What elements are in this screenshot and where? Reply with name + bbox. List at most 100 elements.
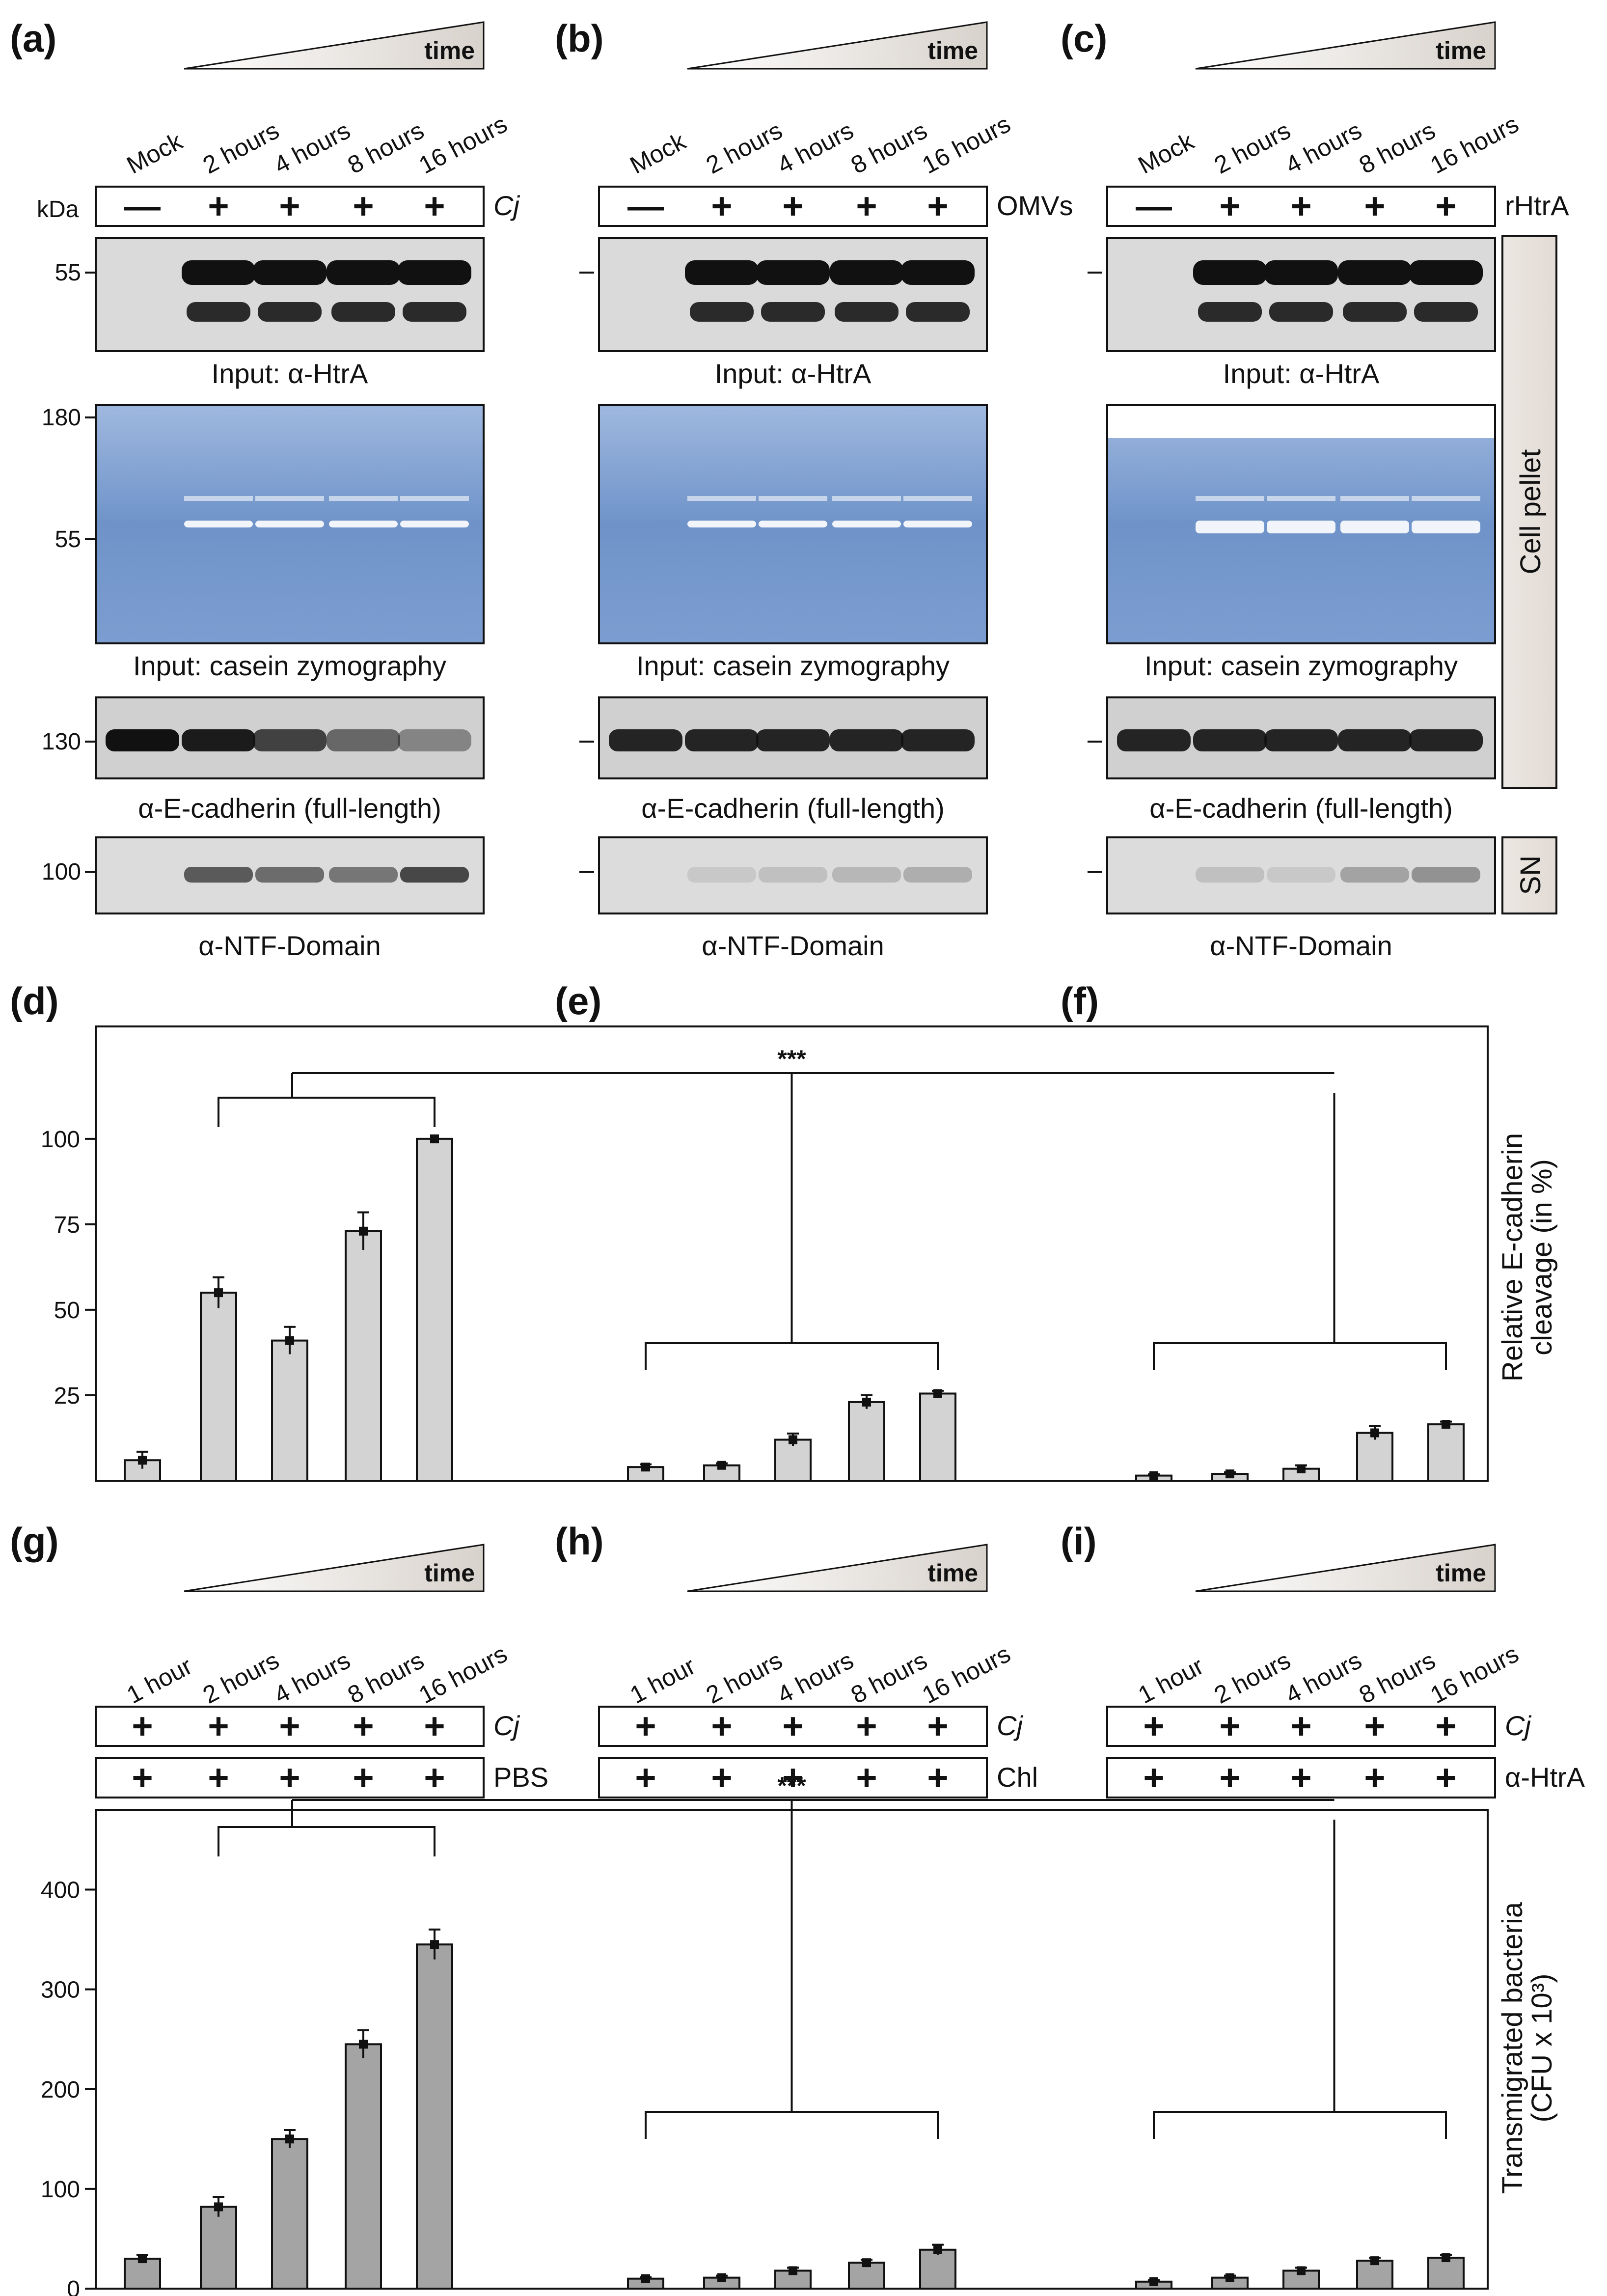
cj-row-i-box [1106, 1706, 1496, 1747]
panel-label-i: (i) [1061, 1520, 1097, 1563]
treatment-row-h-sign-1: + [711, 1757, 732, 1798]
mean-marker [1149, 2277, 1158, 2286]
htra-caption-c: Input: α-HtrA [1223, 358, 1380, 389]
ntf-band [329, 867, 398, 883]
mean-marker [933, 2245, 942, 2254]
treatment-row-h-sign-0: + [635, 1757, 656, 1798]
marker-label-zymo_top: 180 [42, 405, 81, 431]
cj-row-g-sign-1: + [208, 1706, 229, 1746]
lane-label-b-3: 8 hours [846, 116, 932, 179]
lane-label-a-4: 16 hours [414, 110, 512, 179]
zymo-clear-band [184, 521, 253, 527]
lane-label-a-2: 4 hours [270, 116, 355, 179]
bracket-group-2 [645, 1342, 939, 1370]
treatment-row-g-box [95, 1757, 485, 1798]
zymo-caption-b: Input: casein zymography [636, 650, 950, 681]
significance-label: *** [777, 1772, 806, 1799]
zymo-clear-band [255, 521, 324, 527]
panel-label-d: (d) [10, 979, 59, 1023]
htra-band-lower [1198, 302, 1262, 322]
ecad-band [253, 729, 327, 751]
ecad-band [830, 729, 903, 751]
ntf-band [832, 867, 901, 883]
treatment-row-c-sign-2: + [1290, 186, 1311, 226]
y-tick-label: 100 [41, 1127, 80, 1153]
htra-blot-c [1106, 237, 1496, 352]
time-wedge-h-label: time [927, 1559, 978, 1587]
treatment-row-g-sign-1: + [208, 1757, 229, 1798]
mean-marker [717, 2273, 726, 2282]
ecad-blot-a [95, 696, 485, 779]
treatment-row-h-box [598, 1757, 988, 1798]
y-tick-label: 50 [54, 1298, 80, 1324]
mean-marker [138, 2254, 147, 2264]
zymo-gel-b [598, 404, 988, 644]
lane-label-b-0: Mock [626, 127, 691, 179]
treatment-row-a-label: Cj [493, 190, 520, 221]
mean-marker [1442, 1420, 1450, 1429]
bar [1356, 1432, 1393, 1482]
cj-row-g-sign-0: + [132, 1706, 153, 1746]
ntf-blot-frame [1106, 836, 1496, 914]
ntf-caption-c: α-NTF-Domain [1210, 930, 1392, 961]
htra-blot-b [598, 237, 988, 352]
treatment-row-i-sign-3: + [1364, 1757, 1385, 1798]
ntf-band [1412, 867, 1480, 883]
lane-label-g-2: 4 hours [270, 1646, 355, 1709]
treatment-row-h-sign-4: + [927, 1757, 948, 1798]
zymo-top-clear [1108, 406, 1494, 438]
ntf-band [903, 867, 972, 883]
lane-label-h-4: 16 hours [918, 1640, 1015, 1709]
mean-marker [138, 1456, 147, 1465]
significance-label: *** [777, 1045, 806, 1073]
ecad-band [398, 729, 471, 751]
zymo-faint-band [832, 496, 901, 501]
mean-marker [430, 1134, 439, 1143]
marker-label-ntf: 100 [42, 859, 81, 885]
bracket-group-1 [218, 1826, 436, 1856]
treatment-row-c-label: rHtrA [1505, 190, 1569, 221]
y-tick-label: 25 [54, 1383, 80, 1409]
treatment-row-b-sign-1: + [711, 186, 732, 226]
ntf-band [400, 867, 469, 883]
htra-band-lower [1414, 302, 1478, 322]
y-tick-label: 400 [41, 1878, 80, 1904]
zymo-gel-c [1106, 404, 1496, 644]
time-wedge-g-label: time [424, 1559, 475, 1587]
treatment-row-i-sign-4: + [1435, 1757, 1456, 1798]
mean-marker [1370, 1428, 1379, 1438]
htra-band-upper [327, 260, 400, 285]
mean-marker [285, 1336, 294, 1345]
bar [200, 1292, 237, 1482]
htra-band-lower [761, 302, 825, 322]
panel-label-g: (g) [10, 1520, 59, 1563]
lane-label-c-3: 8 hours [1355, 116, 1440, 179]
treatment-row-i-sign-1: + [1219, 1757, 1240, 1798]
treatment-row-g-label: PBS [493, 1762, 548, 1793]
htra-band-lower [906, 302, 970, 322]
cj-row-i-sign-2: + [1290, 1706, 1311, 1746]
bar [416, 1943, 453, 2290]
bar [416, 1137, 453, 1482]
mean-marker [641, 2274, 650, 2283]
ntf-blot-a [95, 836, 485, 914]
mean-marker [717, 1461, 726, 1470]
treatment-row-i-sign-2: + [1290, 1757, 1311, 1798]
cj-row-i-sign-1: + [1219, 1706, 1240, 1746]
mean-marker [359, 2040, 368, 2049]
zymo-gel-a [95, 404, 485, 644]
time-wedge-i-label: time [1436, 1559, 1486, 1587]
htra-band-lower [1343, 302, 1407, 322]
cj-row-h-sign-1: + [711, 1706, 732, 1746]
marker-label-ecad: 130 [42, 729, 81, 755]
ecad-caption-c: α-E-cadherin (full-length) [1149, 793, 1453, 824]
cj-row-g-sign-4: + [424, 1706, 445, 1746]
ntf-band [184, 867, 253, 883]
treatment-row-i-box [1106, 1757, 1496, 1798]
htra-band-upper [398, 260, 471, 285]
time-wedge-b-label: time [927, 37, 978, 64]
ntf-band [255, 867, 324, 883]
lane-label-a-1: 2 hours [198, 116, 284, 179]
lane-label-a-0: Mock [122, 127, 188, 179]
